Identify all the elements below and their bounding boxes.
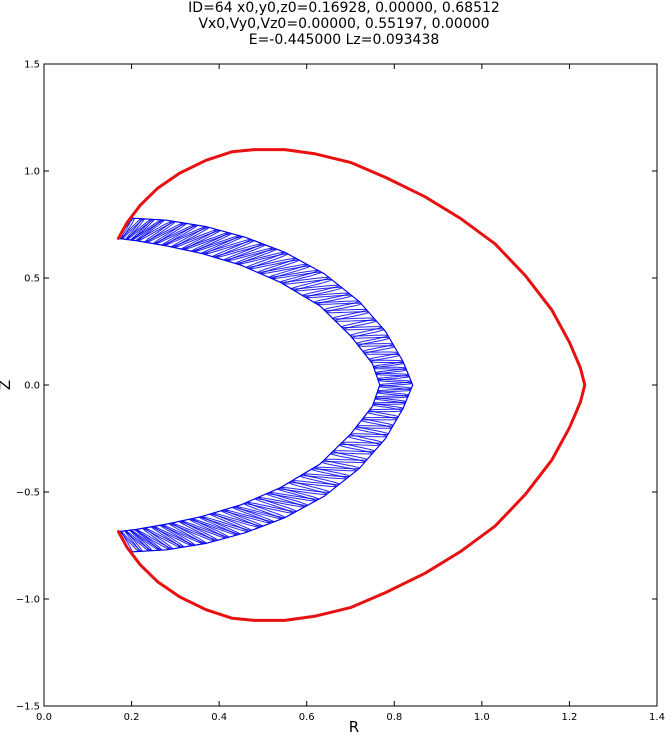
y-axis-ticks: 1.5 1.0 0.5 0.0 −0.5 −1.0 −1.5 bbox=[16, 60, 657, 713]
y-tick-label: 0.5 bbox=[24, 274, 40, 285]
x-tick-label: 0.8 bbox=[386, 712, 402, 723]
x-tick-label: 0.6 bbox=[299, 712, 315, 723]
title-line-2: Vx0,Vy0,Vz0=0.00000, 0.55197, 0.00000 bbox=[198, 16, 489, 32]
axes-frame bbox=[43, 63, 658, 707]
x-tick-label: 1.2 bbox=[561, 712, 577, 723]
x-tick-label: 1.0 bbox=[474, 712, 490, 723]
plot-data bbox=[116, 148, 587, 622]
y-tick-label: 1.5 bbox=[24, 60, 40, 71]
x-axis-label: R bbox=[349, 718, 359, 736]
x-tick-label: 1.4 bbox=[649, 712, 665, 723]
orbit-trajectory bbox=[119, 217, 413, 553]
orbit-trajectory bbox=[120, 218, 412, 553]
x-tick-label: 0.0 bbox=[36, 712, 52, 723]
x-axis-ticks: 0.0 0.2 0.4 0.6 0.8 1.0 1.2 1.4 bbox=[36, 64, 665, 723]
orbit-envelope-line bbox=[118, 237, 381, 533]
y-tick-label: 0.0 bbox=[24, 381, 40, 392]
y-tick-label: 1.0 bbox=[24, 167, 40, 178]
title-line-1: ID=64 x0,y0,z0=0.16928, 0.00000, 0.68512 bbox=[188, 0, 500, 16]
zero-velocity-curve bbox=[116, 148, 587, 622]
y-axis-label: Z bbox=[0, 380, 14, 390]
y-tick-label: −0.5 bbox=[16, 488, 40, 499]
x-tick-label: 0.2 bbox=[124, 712, 140, 723]
y-tick-label: −1.0 bbox=[16, 595, 40, 606]
orbit-envelope-line bbox=[131, 217, 414, 553]
title-line-3: E=-0.445000 Lz=0.093438 bbox=[249, 32, 440, 48]
y-tick-label: −1.5 bbox=[16, 702, 40, 713]
chart-title: ID=64 x0,y0,z0=0.16928, 0.00000, 0.68512… bbox=[188, 0, 500, 48]
x-tick-label: 0.4 bbox=[211, 712, 227, 723]
